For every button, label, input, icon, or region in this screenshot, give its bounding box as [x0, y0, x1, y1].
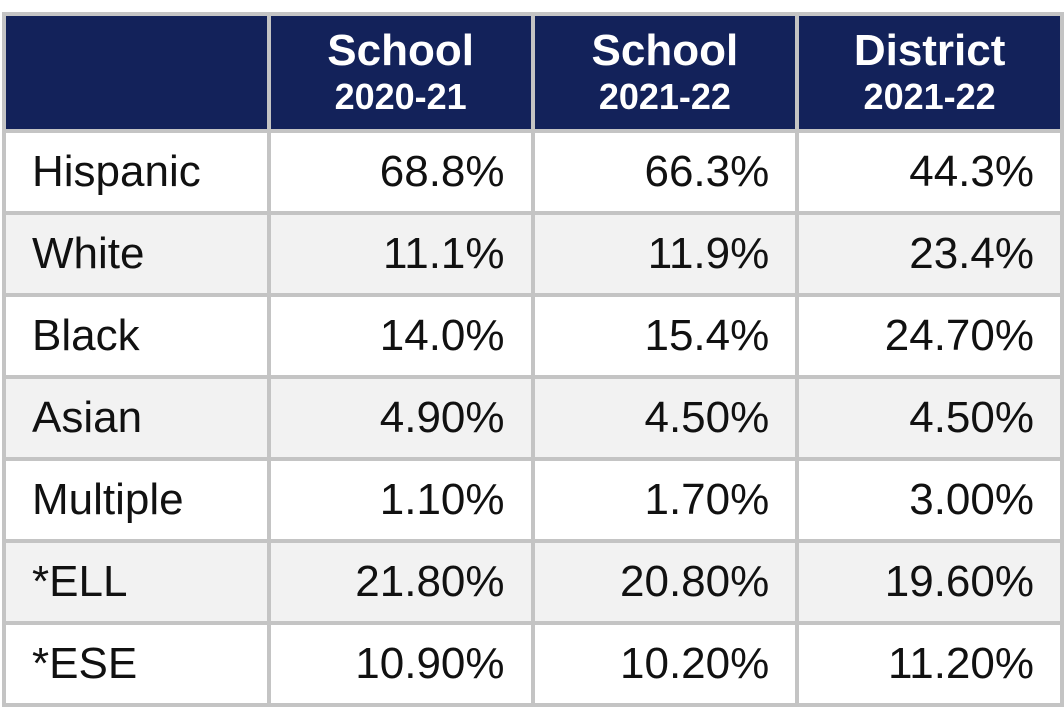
column-title: District — [853, 25, 1006, 75]
corner-cell — [2, 12, 271, 133]
table-body: Hispanic 68.8% 66.3% 44.3% White 11.1% 11.9% 23… — [2, 129, 1064, 707]
row-label: *ESE — [2, 621, 271, 707]
value-cell: 10.20% — [530, 621, 800, 707]
value-cell: 11.9% — [530, 211, 800, 297]
value-cell: 68.8% — [266, 129, 535, 215]
table-row: Black 14.0% 15.4% 24.70% — [2, 293, 1064, 379]
table-row: Multiple 1.10% 1.70% 3.00% — [2, 457, 1064, 543]
value-cell: 66.3% — [530, 129, 800, 215]
value-cell: 19.60% — [795, 539, 1064, 625]
value-cell: 21.80% — [266, 539, 535, 625]
row-label: Hispanic — [2, 129, 271, 215]
value-cell: 44.3% — [795, 129, 1064, 215]
value-cell: 3.00% — [795, 457, 1064, 543]
column-title: School — [327, 25, 474, 75]
row-label: Black — [2, 293, 271, 379]
table-row: *ESE 10.90% 10.20% 11.20% — [2, 621, 1064, 707]
column-header: District 2021-22 — [795, 12, 1064, 133]
row-label: Multiple — [2, 457, 271, 543]
column-year: 2021-22 — [598, 75, 731, 117]
value-cell: 11.1% — [266, 211, 535, 297]
table-row: Asian 4.90% 4.50% 4.50% — [2, 375, 1064, 461]
table-row: Hispanic 68.8% 66.3% 44.3% — [2, 129, 1064, 215]
value-cell: 1.10% — [266, 457, 535, 543]
row-label: *ELL — [2, 539, 271, 625]
value-cell: 14.0% — [266, 293, 535, 379]
row-label: Asian — [2, 375, 271, 461]
value-cell: 11.20% — [795, 621, 1064, 707]
demographics-table: School 2020-21 School 2021-22 District 2021-2… — [2, 12, 1064, 707]
value-cell: 1.70% — [530, 457, 800, 543]
column-year: 2021-22 — [863, 75, 996, 117]
column-year: 2020-21 — [334, 75, 467, 117]
row-label: White — [2, 211, 271, 297]
table-row: White 11.1% 11.9% 23.4% — [2, 211, 1064, 297]
column-header: School 2021-22 — [530, 12, 800, 133]
value-cell: 20.80% — [530, 539, 800, 625]
table-row: *ELL 21.80% 20.80% 19.60% — [2, 539, 1064, 625]
value-cell: 4.50% — [530, 375, 800, 461]
value-cell: 24.70% — [795, 293, 1064, 379]
value-cell: 10.90% — [266, 621, 535, 707]
column-title: School — [591, 25, 739, 75]
value-cell: 4.50% — [795, 375, 1064, 461]
value-cell: 4.90% — [266, 375, 535, 461]
column-header: School 2020-21 — [266, 12, 535, 133]
header-row: School 2020-21 School 2021-22 District 2021-2… — [2, 12, 1064, 133]
value-cell: 15.4% — [530, 293, 800, 379]
value-cell: 23.4% — [795, 211, 1064, 297]
